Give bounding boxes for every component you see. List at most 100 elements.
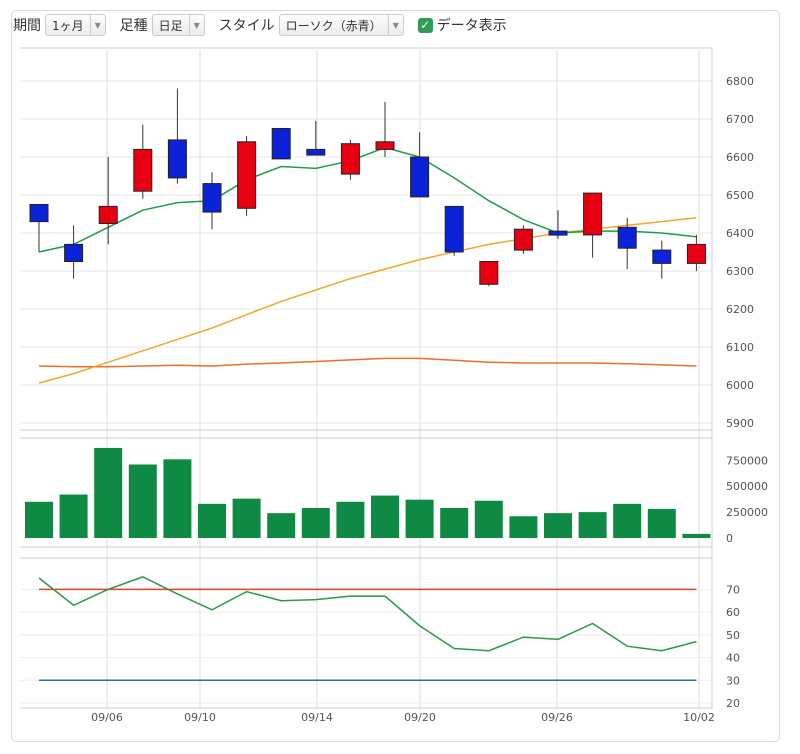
price-tick-label: 6400 bbox=[726, 227, 754, 240]
rsi-series bbox=[38, 576, 697, 682]
candlestick bbox=[375, 101, 395, 157]
volume-bar bbox=[371, 495, 399, 538]
candlestick bbox=[271, 128, 291, 160]
candle-body-down bbox=[617, 226, 637, 249]
volume-tick-label: 750000 bbox=[726, 454, 768, 467]
price-tick-label: 6700 bbox=[726, 113, 754, 126]
chevron-down-icon: ▼ bbox=[188, 15, 204, 35]
candle-body-up bbox=[513, 228, 533, 251]
volume-bar bbox=[163, 459, 192, 538]
candle-body-up bbox=[583, 192, 603, 236]
candlestick bbox=[652, 240, 672, 279]
candle-body-up bbox=[237, 141, 257, 209]
candlestick bbox=[237, 136, 257, 216]
price-tick-label: 6500 bbox=[726, 189, 754, 202]
candlestick bbox=[479, 261, 499, 287]
price-tick-label: 6300 bbox=[726, 265, 754, 278]
volume-bar bbox=[94, 447, 123, 538]
rsi-tick-label: 30 bbox=[726, 674, 740, 687]
style-select-value: ローソク（赤青） bbox=[285, 18, 382, 33]
style-select[interactable]: ローソク（赤青） ▼ bbox=[278, 14, 404, 36]
candle-body-up bbox=[133, 148, 153, 192]
candlestick bbox=[444, 205, 464, 256]
candlestick bbox=[340, 139, 360, 180]
candle-body-down bbox=[410, 156, 430, 198]
volume-bar bbox=[198, 503, 226, 538]
chevron-down-icon: ▼ bbox=[89, 15, 105, 35]
interval-label: 足種 bbox=[119, 18, 148, 34]
candle-body-up bbox=[340, 143, 360, 175]
checkmark-icon: ✓ bbox=[417, 17, 433, 33]
candle-body-up bbox=[98, 205, 118, 224]
candlestick bbox=[513, 225, 533, 254]
axis-labels: 6800 6700 6600 6500 6400 6300 6200 6100 6000 5900… bbox=[91, 75, 768, 724]
chart-grid bbox=[20, 47, 713, 710]
price-tick-label: 5900 bbox=[726, 417, 754, 430]
date-tick-label: 09/06 bbox=[91, 711, 123, 724]
candlestick bbox=[306, 120, 326, 156]
candle-body-down bbox=[167, 139, 187, 179]
period-label: 期間 bbox=[13, 18, 41, 34]
volume-bar bbox=[405, 499, 434, 538]
moving-average-long-line bbox=[38, 357, 697, 368]
date-tick-label: 09/26 bbox=[541, 711, 573, 724]
volume-bar bbox=[25, 501, 53, 538]
candle-body-down bbox=[306, 148, 326, 156]
candle-body-down bbox=[444, 205, 464, 253]
volume-bar bbox=[647, 509, 676, 538]
date-tick-label: 09/20 bbox=[404, 711, 436, 724]
interval-select-value: 日足 bbox=[158, 18, 183, 33]
volume-tick-label: 500000 bbox=[726, 480, 768, 493]
volume-bar bbox=[336, 501, 365, 538]
candle-body-down bbox=[652, 249, 672, 264]
volume-bar bbox=[509, 516, 538, 538]
volume-bar bbox=[578, 512, 607, 538]
date-tick-label: 09/10 bbox=[184, 711, 216, 724]
candlestick-series bbox=[29, 88, 706, 287]
price-tick-label: 6100 bbox=[726, 341, 754, 354]
candlestick bbox=[98, 157, 118, 245]
style-label: スタイル bbox=[218, 18, 275, 34]
data-display-label: データ表示 bbox=[436, 18, 507, 34]
date-tick-label: 10/02 bbox=[683, 711, 715, 724]
rsi-tick-label: 60 bbox=[726, 606, 740, 619]
rsi-tick-label: 20 bbox=[726, 697, 740, 710]
rsi-tick-label: 50 bbox=[726, 629, 740, 642]
rsi-tick-label: 40 bbox=[726, 652, 740, 665]
candle-body-down bbox=[548, 230, 568, 236]
volume-bar bbox=[440, 507, 469, 538]
volume-bar bbox=[544, 513, 572, 538]
candle-body-up bbox=[479, 261, 499, 285]
candlestick bbox=[410, 132, 430, 198]
candle-body-down bbox=[271, 128, 291, 160]
volume-bar bbox=[301, 507, 330, 538]
volume-bars bbox=[25, 447, 711, 538]
volume-bar bbox=[267, 513, 296, 538]
candlestick bbox=[548, 210, 568, 239]
candle-body-up bbox=[686, 243, 706, 264]
period-select[interactable]: 1ヶ月 ▼ bbox=[45, 14, 106, 36]
data-display-checkbox[interactable]: ✓ データ表示 bbox=[417, 15, 507, 35]
volume-tick-label: 0 bbox=[726, 532, 733, 545]
candlestick bbox=[29, 204, 49, 252]
date-tick-label: 09/14 bbox=[301, 711, 333, 724]
interval-select[interactable]: 日足 ▼ bbox=[151, 14, 205, 36]
volume-bar bbox=[613, 503, 642, 538]
volume-bar bbox=[682, 533, 711, 538]
candlestick bbox=[64, 225, 84, 279]
price-tick-label: 6800 bbox=[726, 75, 754, 88]
candle-body-down bbox=[64, 243, 84, 262]
candle-body-down bbox=[202, 183, 222, 213]
moving-average-mid-line bbox=[38, 217, 697, 384]
candle-body-up bbox=[375, 141, 395, 150]
price-tick-label: 6000 bbox=[726, 379, 754, 392]
chart-toolbar: 期間 1ヶ月 ▼ 足種 日足 ▼ スタイル ローソク（赤青） ▼ ✓ データ表示 bbox=[13, 12, 507, 38]
candlestick bbox=[202, 172, 222, 230]
rsi-line bbox=[38, 576, 697, 652]
chevron-down-icon: ▼ bbox=[387, 15, 403, 35]
chart-panel bbox=[11, 10, 780, 742]
candlestick bbox=[133, 124, 153, 199]
volume-tick-label: 250000 bbox=[726, 506, 768, 519]
volume-bar bbox=[128, 464, 157, 538]
